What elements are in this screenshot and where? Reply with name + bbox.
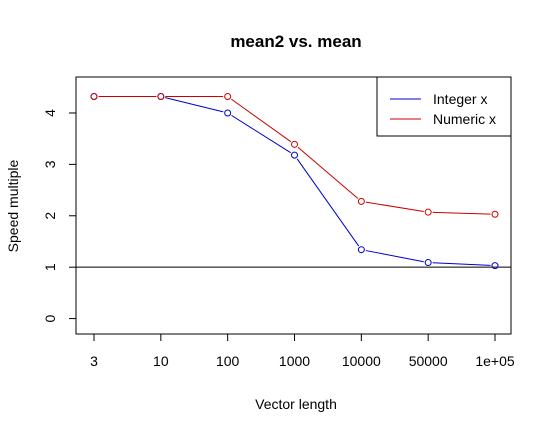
series-2 <box>90 93 499 218</box>
y-tick-label: 0 <box>42 314 58 322</box>
series-line-segment <box>297 146 359 199</box>
data-point <box>90 93 98 101</box>
legend-box <box>376 76 512 137</box>
legend-label: Numeric x <box>433 111 496 127</box>
y-tick-label: 3 <box>42 160 58 168</box>
series-line-segment <box>365 201 424 212</box>
data-point <box>291 140 298 148</box>
y-tick-label: 2 <box>42 212 58 220</box>
data-point <box>491 210 499 218</box>
x-tick-label: 10000 <box>342 353 381 369</box>
data-point <box>357 197 365 205</box>
plot-area: 3 10 100 1000 10000 50000 1e+05 0 1 2 3 4 <box>42 76 515 369</box>
x-tick-label: 1000 <box>279 353 310 369</box>
legend-label: Integer x <box>433 91 487 107</box>
chart-title: mean2 vs. mean <box>230 32 361 51</box>
data-point <box>224 93 232 101</box>
data-point <box>424 208 432 216</box>
data-point <box>157 93 165 101</box>
series-line-segment <box>165 97 224 113</box>
x-tick-label: 100 <box>216 353 240 369</box>
series-line-segment <box>231 114 291 154</box>
x-tick-label: 3 <box>90 353 98 369</box>
y-tick-label: 4 <box>42 109 58 117</box>
series-line-segment <box>432 262 491 266</box>
data-point <box>491 262 499 270</box>
x-tick-label: 50000 <box>409 353 448 369</box>
y-tick-label: 1 <box>42 263 58 271</box>
data-point <box>357 246 365 254</box>
series-line-segment <box>231 98 292 143</box>
x-tick-label: 1e+05 <box>475 353 515 369</box>
series-line-segment <box>432 211 491 215</box>
plot-frame <box>75 76 512 335</box>
series-line-segment <box>296 158 360 247</box>
data-point <box>291 151 298 159</box>
y-axis-label: Speed multiple <box>5 159 21 252</box>
x-axis-label: Vector length <box>255 396 337 412</box>
data-point <box>224 109 232 117</box>
x-tick-label: 10 <box>153 353 169 369</box>
data-point <box>424 259 432 267</box>
series-line-segment <box>365 250 424 263</box>
legend: Integer x Numeric x <box>376 76 512 137</box>
